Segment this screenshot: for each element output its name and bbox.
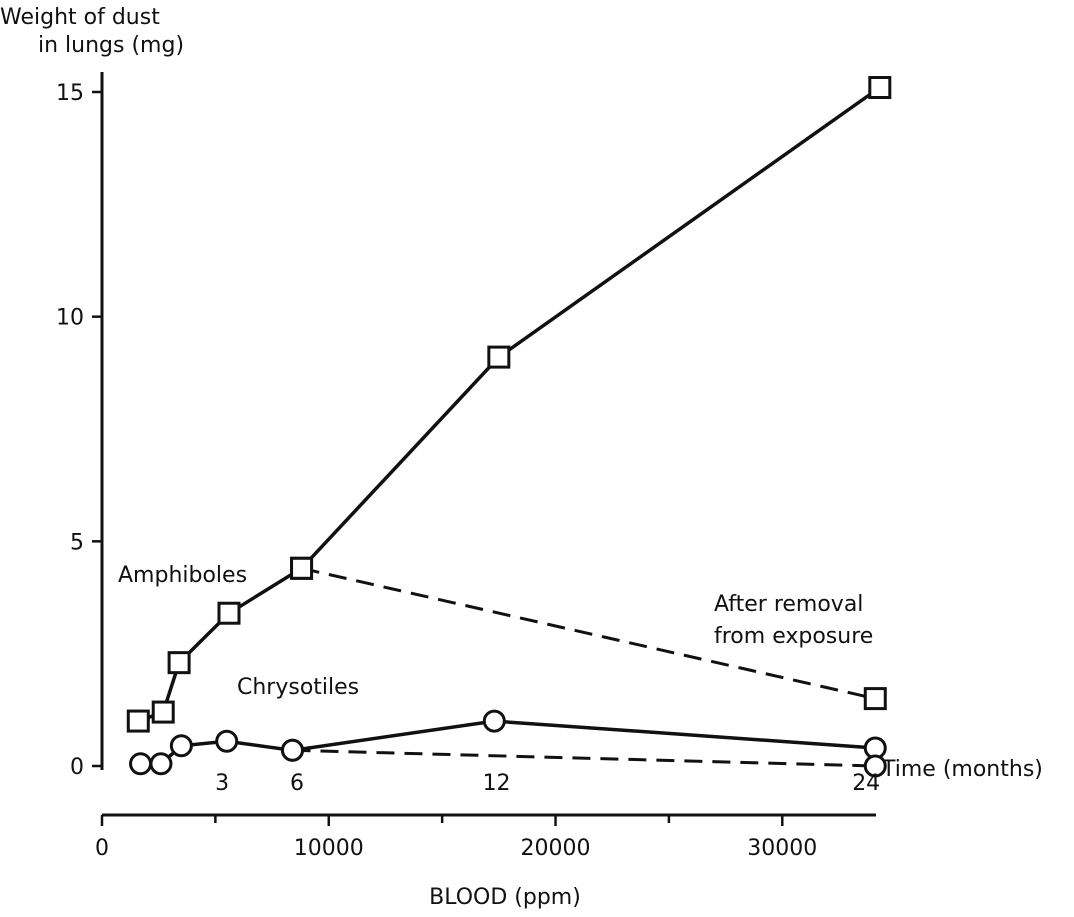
chrysotiles-point (215, 729, 239, 753)
x-tick-label: 0 (95, 836, 109, 861)
chrysotiles-point (149, 752, 173, 776)
chrysotiles-label: Chrysotiles (237, 675, 359, 700)
time-label: 12 (483, 771, 511, 796)
chrysotiles-line (140, 719, 876, 766)
amphiboles-point (167, 651, 191, 675)
ticks-layer: 0 5 10 15 0 10000 20000 30000 (56, 81, 817, 861)
y-tick-label: 15 (56, 81, 84, 106)
after-removal-square-point (290, 556, 314, 580)
amphiboles-label: Amphiboles (118, 563, 247, 588)
x-axis-label: BLOOD (ppm) (429, 885, 581, 910)
time-months-label: Time (months) (881, 757, 1043, 782)
dashed-2-line (301, 566, 876, 701)
markers-layer (126, 76, 892, 778)
after-removal-circle-point (280, 738, 304, 762)
y-tick-label: 0 (70, 755, 84, 780)
x-tick-label: 30000 (747, 836, 817, 861)
time-labels-layer: 3 6 12 24 (215, 771, 880, 796)
x-tick-label: 10000 (294, 836, 364, 861)
chrysotiles-point (169, 734, 193, 758)
time-label: 24 (852, 771, 880, 796)
after-removal-label-line1: After removal (714, 592, 863, 617)
after-removal-square-point (863, 687, 887, 711)
y-axis-label-line1: Weight of dust (0, 5, 160, 30)
y-axis-label-line2: in lungs (mg) (38, 33, 184, 58)
y-tick-label: 10 (56, 306, 84, 331)
chrysotiles-point (129, 752, 153, 776)
time-label: 6 (290, 771, 304, 796)
after-removal-circle-point (863, 754, 887, 778)
x-tick-label: 20000 (521, 836, 591, 861)
dashed-3-line (292, 748, 876, 768)
y-tick-label: 5 (70, 530, 84, 555)
chrysotiles-point (482, 709, 506, 733)
after-removal-label-line2: from exposure (714, 624, 873, 649)
series-lines-layer (137, 86, 881, 768)
amphiboles-point (868, 76, 892, 100)
amphiboles-point (151, 700, 175, 724)
amphiboles-point (487, 345, 511, 369)
amphiboles-point (217, 601, 241, 625)
time-label: 3 (215, 771, 229, 796)
amphiboles-point (126, 709, 150, 733)
